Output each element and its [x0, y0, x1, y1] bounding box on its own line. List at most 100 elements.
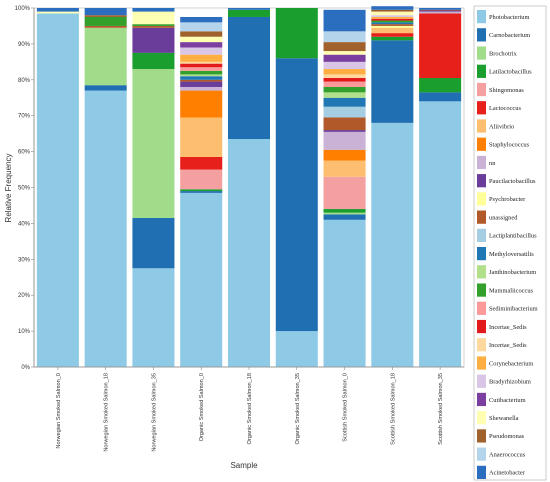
legend-swatch [477, 28, 486, 42]
legend-item: Mammaliicoccus [477, 283, 534, 297]
bar-segment [180, 156, 223, 170]
bar-segment [323, 106, 366, 118]
legend-swatch [477, 429, 486, 443]
bar-segment [371, 16, 414, 19]
legend-item: Incertae_Sedis [477, 338, 527, 352]
bar-segment [323, 149, 366, 161]
bar-stack [180, 16, 223, 367]
legend-label: Photobacterium [489, 14, 529, 21]
legend-item: nn [477, 155, 496, 170]
bar-segment [84, 27, 127, 86]
legend-swatch [477, 338, 486, 352]
legend-label: Sediminibacterium [489, 306, 538, 313]
y-tick-label: 90% [18, 42, 31, 48]
bar-segment [419, 92, 462, 102]
bar-segment [371, 15, 414, 17]
bar-segment [180, 192, 223, 367]
bar-segment [323, 86, 366, 93]
legend-label: Incertae_Sedis [489, 342, 527, 349]
legend-label: Janthinobacterium [489, 269, 536, 276]
bar-segment [371, 22, 414, 25]
bar-segment [371, 36, 414, 41]
bar-stack [323, 9, 366, 367]
legend-swatch [477, 192, 486, 206]
y-tick-label: 40% [18, 221, 31, 227]
bar-segment [323, 117, 366, 131]
legend-swatch [477, 137, 486, 151]
bar-segment [275, 331, 318, 367]
bar-segment [323, 78, 366, 82]
bar-segment [323, 61, 366, 70]
bar-segment [323, 81, 366, 87]
legend-swatch [477, 265, 486, 279]
bar-segment [419, 10, 462, 12]
bar-segment [132, 52, 175, 70]
legend-label: Latilactobacillus [489, 69, 532, 76]
legend-item: Carnobacterium [477, 28, 530, 42]
bar-segment [371, 122, 414, 367]
legend-swatch [477, 155, 486, 170]
x-tick-label: Scottish Smoked Salmon_0 [343, 373, 349, 442]
y-tick-label: 80% [18, 78, 31, 84]
legend-item: Janthinobacterium [477, 265, 536, 279]
bar-segment [132, 218, 175, 269]
legend-label: Corynebacterium [489, 360, 533, 367]
legend-swatch [477, 82, 486, 97]
bar-segment [371, 9, 414, 12]
legend-label: Methyloversatilis [489, 251, 534, 258]
legend-item: Photobacterium [477, 10, 529, 24]
y-axis-title: Relative Frequency [4, 154, 13, 223]
bar-segment [132, 25, 175, 28]
bar-segment [371, 40, 414, 123]
bar-segment [371, 20, 414, 23]
bar-segment [180, 36, 223, 43]
bar-segment [371, 33, 414, 37]
bar-segment [323, 97, 366, 107]
bar-segment [84, 25, 127, 28]
bar-segment [84, 16, 127, 26]
bar-segment [323, 160, 366, 177]
x-tick-label: Organic Smoked Salmon_0 [199, 373, 205, 441]
bar-segment [84, 90, 127, 367]
legend-label: Acinetobacter [489, 470, 526, 477]
legend-item: Acinetobacter [477, 465, 526, 479]
legend-swatch [477, 174, 486, 188]
legend-label: Bradyrhizobium [489, 379, 531, 386]
legend-item: Paucilactobacillus [477, 174, 536, 188]
legend-label: Brochotrix [489, 50, 517, 57]
legend-swatch [477, 210, 486, 224]
legend-label: Lactiplantibacillus [489, 233, 537, 240]
legend-item: Pseudomonas [477, 429, 525, 443]
bar-segment [132, 27, 175, 53]
bars [36, 6, 462, 367]
bar-stack [84, 8, 127, 367]
x-axis: Norwegian Smoked Salmon_0 Norwegian Smoke… [34, 366, 464, 452]
bar-segment [36, 13, 79, 367]
legend-item: Lactiplantibacillus [477, 228, 537, 242]
legend-swatch [477, 356, 486, 370]
legend-label: Cutibacterium [489, 397, 526, 404]
bar-segment [227, 139, 271, 367]
bar-segment [275, 8, 318, 59]
x-tick-label: Norwegian Smoked Salmon_18 [104, 373, 110, 452]
bar-segment [227, 9, 271, 17]
legend-swatch [477, 465, 486, 479]
legend-item: Brochotrix [477, 46, 517, 60]
bar-segment [84, 85, 127, 91]
bar-stack [371, 6, 414, 367]
bar-segment [323, 74, 366, 79]
bar-segment [180, 81, 223, 87]
bar-segment [36, 11, 79, 14]
bar-segment [180, 86, 223, 91]
y-tick-label: 10% [18, 329, 31, 335]
legend-swatch [477, 228, 486, 242]
legend-label: Lactococcus [489, 105, 521, 112]
legend-swatch [477, 283, 486, 297]
x-tick-label: Norwegian Smoked Salmon_0 [56, 373, 62, 449]
x-tick-label: Scottish Smoked Salmon_18 [390, 373, 396, 445]
bar-segment [419, 8, 462, 10]
bar-segment [275, 58, 318, 332]
bar-segment [419, 101, 462, 367]
bar-segment [180, 90, 223, 118]
